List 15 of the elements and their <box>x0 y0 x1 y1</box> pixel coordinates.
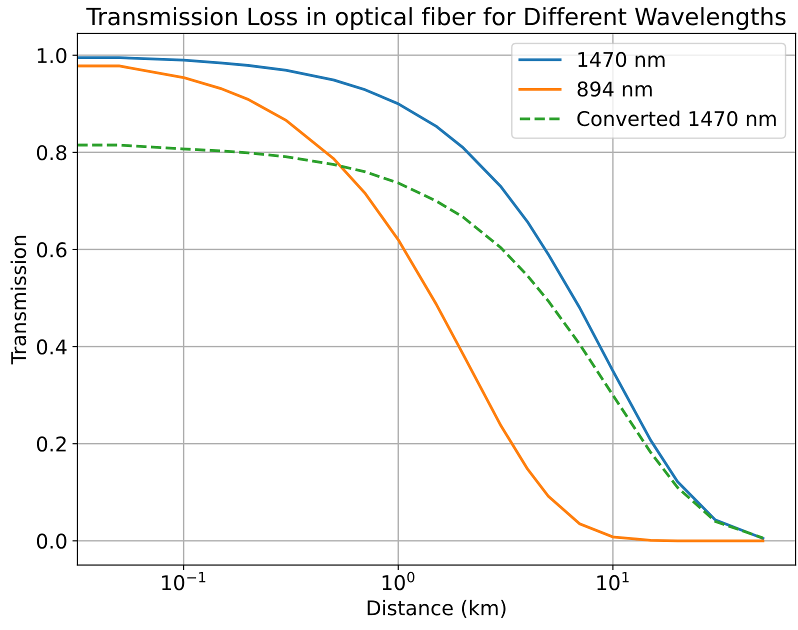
x-tick-label: 10$^{0}$ <box>382 572 414 590</box>
legend-label: Converted 1470 nm <box>577 110 776 126</box>
y-tick-label: 0.0 <box>36 534 66 549</box>
y-tick-label: 0.4 <box>36 339 67 355</box>
y-tick-label: 1.0 <box>38 48 66 64</box>
y-tick-label: 0.6 <box>36 242 66 258</box>
x-tick-label: 10$^{1}$ <box>597 572 629 590</box>
x-tick-label: 10$^{−1}$ <box>162 572 206 590</box>
legend-label: 894 nm <box>578 81 652 97</box>
chart-title: Transmission Loss in optical fiber for Different Wavelengths <box>86 7 786 30</box>
y-tick-label: 0.2 <box>36 436 66 452</box>
legend-label: 1470 nm <box>578 52 665 68</box>
x-axis-title: Distance (km) <box>368 600 506 618</box>
y-tick-label: 0.8 <box>36 145 66 160</box>
y-axis-title: Transmission <box>10 236 26 364</box>
